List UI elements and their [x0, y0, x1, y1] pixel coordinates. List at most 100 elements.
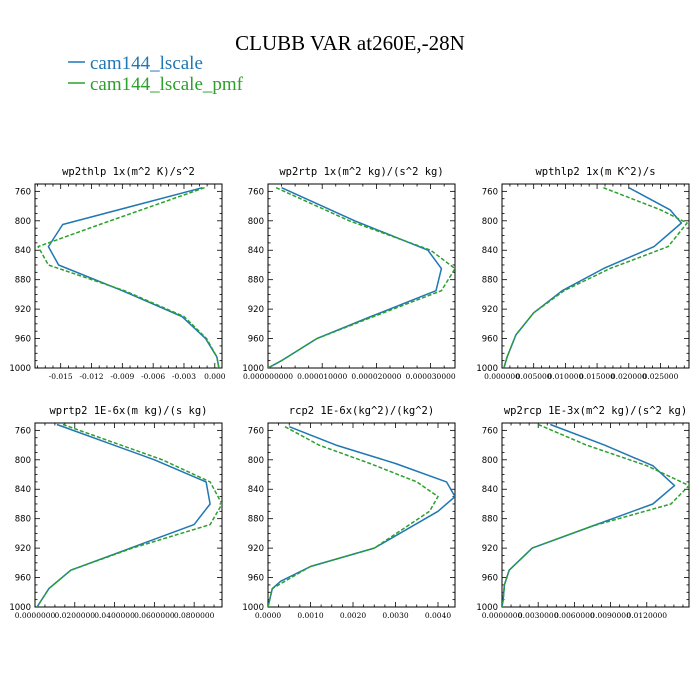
y-tick-label: 760 — [482, 187, 498, 197]
x-tick-label: 0.0030 — [382, 611, 408, 620]
x-tick-label: 0.000020000 — [351, 372, 401, 381]
x-tick-label: 0.0030000 — [518, 611, 559, 620]
y-tick-label: 920 — [15, 305, 31, 315]
legend: cam144_lscale cam144_lscale_pmf — [68, 53, 244, 95]
x-tick-label: 0.000030000 — [406, 372, 456, 381]
series-line-cam144-lscale — [268, 187, 443, 368]
plot-frame — [267, 422, 456, 608]
y-tick-label: 960 — [482, 574, 498, 584]
y-tick-label: 880 — [15, 515, 31, 525]
y-tick-label: 760 — [248, 187, 264, 197]
y-tick-label: 960 — [248, 335, 264, 345]
y-tick-label: 960 — [15, 335, 31, 345]
y-tick-label: 920 — [248, 544, 264, 554]
panel-title: wp2rtp 1x(m^2 kg)/(s^2 kg) — [279, 166, 443, 178]
panel-title: wp2rcp 1E-3x(m^2 kg)/(s^2 kg) — [504, 405, 687, 417]
x-tick-label: 0.0010 — [297, 611, 323, 620]
x-tick-label: -0.012 — [80, 372, 104, 381]
series-line-cam144-lscale-pmf — [503, 187, 688, 368]
y-tick-label: 760 — [248, 426, 264, 436]
plot-frame — [34, 183, 223, 369]
x-tick-label: 0.0090000 — [590, 611, 631, 620]
y-tick-label: 1000 — [242, 603, 264, 613]
panel-title: wprtp2 1E-6x(m kg)/(s kg) — [49, 405, 207, 417]
x-tick-label: 0.0600000 — [134, 611, 175, 620]
panel-grid: wp2thlp 1x(m^2 K)/s^2 760 800 840 880 920 960 1… — [9, 166, 690, 620]
series-line-cam144-lscale — [36, 423, 211, 607]
y-tick-label: 1000 — [476, 364, 498, 374]
y-tick-label: 1000 — [242, 364, 264, 374]
y-tick-label: 800 — [248, 217, 264, 227]
series-line-cam144-lscale — [503, 187, 683, 368]
y-tick-label: 880 — [15, 276, 31, 286]
x-tick-label: -0.015 — [49, 372, 73, 381]
chart-panel-5: rcp2 1E-6x(kg^2)/(kg^2) 760 800 840 880 920 96… — [242, 405, 456, 620]
y-tick-label: 760 — [15, 426, 31, 436]
x-tick-label: 0.0000000 — [482, 611, 523, 620]
y-tick-label: 960 — [15, 574, 31, 584]
y-tick-label: 1000 — [476, 603, 498, 613]
series-line-cam144-lscale — [47, 186, 220, 368]
y-tick-label: 800 — [15, 456, 31, 466]
y-tick-label: 760 — [15, 187, 31, 197]
x-tick-label: 0.000010000 — [297, 372, 347, 381]
series-line-cam144-lscale-pmf — [268, 426, 439, 607]
series-line-cam144-lscale — [502, 423, 676, 607]
x-tick-label: 0.010000 — [547, 372, 583, 381]
y-tick-label: 920 — [15, 544, 31, 554]
y-tick-label: 1000 — [9, 603, 31, 613]
y-tick-label: 920 — [482, 305, 498, 315]
y-tick-label: 760 — [482, 426, 498, 436]
x-tick-label: 0.000000 — [484, 372, 520, 381]
x-tick-label: -0.006 — [141, 372, 165, 381]
y-tick-label: 840 — [248, 485, 264, 495]
series-line-cam144-lscale-pmf — [37, 186, 220, 368]
y-tick-label: 880 — [248, 276, 264, 286]
x-tick-label: 0.0120000 — [626, 611, 667, 620]
chart-panel-1: wp2thlp 1x(m^2 K)/s^2 760 800 840 880 920 960 1… — [9, 166, 225, 381]
x-tick-label: 0.005000 — [516, 372, 552, 381]
panel-title: wpthlp2 1x(m K^2)/s — [535, 166, 655, 178]
y-tick-label: 920 — [248, 305, 264, 315]
figure-title: CLUBB VAR at260E,-28N — [235, 31, 465, 55]
y-tick-label: 840 — [15, 246, 31, 256]
y-tick-label: 920 — [482, 544, 498, 554]
y-tick-label: 960 — [482, 335, 498, 345]
x-tick-label: 0.0000000 — [15, 611, 56, 620]
chart-panel-3: wpthlp2 1x(m K^2)/s 760 800 840 880 920 960 100… — [476, 166, 690, 381]
x-tick-label: 0.0800000 — [174, 611, 215, 620]
series-line-cam144-lscale-pmf — [36, 423, 222, 607]
plot-frame — [501, 183, 690, 369]
y-tick-label: 840 — [482, 485, 498, 495]
y-tick-label: 840 — [248, 246, 264, 256]
y-tick-label: 800 — [15, 217, 31, 227]
plot-frame — [501, 422, 690, 608]
y-tick-label: 880 — [248, 515, 264, 525]
x-tick-label: 0.015000 — [579, 372, 615, 381]
x-tick-label: 0.0020 — [340, 611, 366, 620]
y-tick-label: 840 — [482, 246, 498, 256]
legend-label-2: cam144_lscale_pmf — [90, 74, 244, 95]
x-tick-label: 0.0400000 — [94, 611, 135, 620]
x-tick-label: 0.000 — [204, 372, 226, 381]
x-tick-label: -0.009 — [110, 372, 134, 381]
x-tick-label: 0.0200000 — [55, 611, 96, 620]
series-line-cam144-lscale-pmf — [268, 187, 455, 368]
series-line-cam144-lscale-pmf — [502, 423, 689, 607]
plot-frame — [34, 422, 223, 608]
legend-label-1: cam144_lscale — [90, 53, 203, 74]
y-tick-label: 880 — [482, 515, 498, 525]
x-tick-label: -0.003 — [172, 372, 196, 381]
series-line-cam144-lscale — [268, 426, 455, 607]
x-tick-label: 0.0060000 — [554, 611, 595, 620]
x-tick-label: 0.020000 — [611, 372, 647, 381]
x-tick-label: 0.000000000 — [243, 372, 293, 381]
panel-title: wp2thlp 1x(m^2 K)/s^2 — [62, 166, 195, 178]
y-tick-label: 1000 — [9, 364, 31, 374]
y-tick-label: 880 — [482, 276, 498, 286]
x-tick-label: 0.0040 — [425, 611, 451, 620]
y-tick-label: 960 — [248, 574, 264, 584]
x-tick-label: 0.025000 — [643, 372, 679, 381]
chart-panel-2: wp2rtp 1x(m^2 kg)/(s^2 kg) 760 800 840 880 92… — [242, 166, 456, 381]
